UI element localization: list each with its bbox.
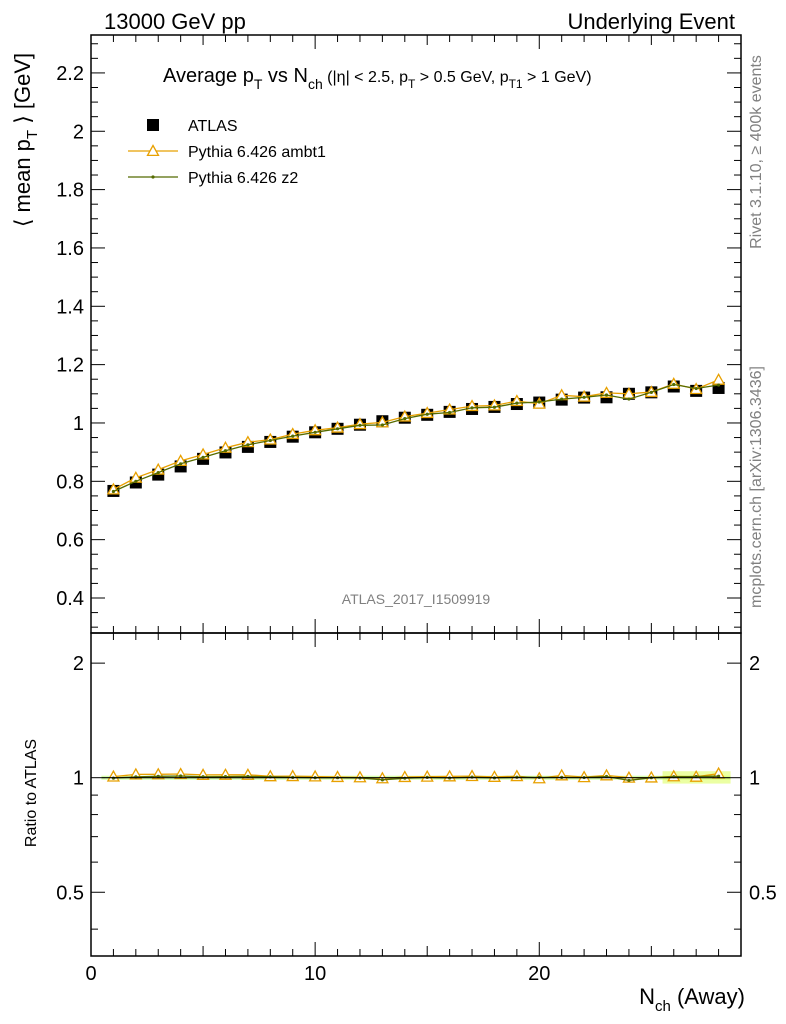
x-tick-label: 20	[528, 963, 550, 985]
legend-label: Pythia 6.426 z2	[188, 170, 298, 187]
z2-point	[470, 406, 474, 410]
z2-point	[156, 470, 160, 475]
y-axis-label-main: ⟨ mean pT ⟩ [GeV]	[10, 53, 41, 227]
z2-point	[694, 386, 698, 391]
z2-point	[672, 382, 676, 387]
ambt1-ratio-point	[599, 768, 614, 781]
plot-title: Average pT vs Nch (|η| < 2.5, pT > 0.5 G…	[163, 65, 592, 92]
z2-point	[201, 455, 205, 459]
legend: ATLAS Pythia 6.426 ambt1 Pythia 6.426 z2	[128, 118, 326, 187]
z2-ratio-point	[627, 778, 631, 783]
main-y-tick-label: 1.8	[56, 180, 84, 202]
y-axis-label-ratio: Ratio to ATLAS	[23, 739, 40, 847]
mcplots-label: mcplots.cern.ch [arXiv:1306.3436]	[748, 366, 765, 608]
z2-point	[246, 443, 250, 447]
legend-dot-marker	[151, 175, 155, 179]
x-tick-label: 0	[85, 963, 96, 985]
main-y-tick-label: 0.6	[56, 530, 84, 552]
ratio-y-tick-label-right: 1	[749, 768, 760, 790]
legend-atlas-marker	[147, 119, 159, 131]
z2-point	[403, 416, 407, 421]
ambt1-point	[711, 372, 726, 385]
ambt1-point	[106, 482, 121, 495]
main-y-tick-label: 0.4	[56, 588, 84, 610]
z2-point	[179, 462, 183, 466]
z2-point	[448, 410, 452, 415]
main-y-tick-label: 1.2	[56, 355, 84, 377]
z2-ratio-point	[179, 774, 183, 778]
header-right: Underlying Event	[567, 9, 735, 34]
legend-triangle-marker	[146, 144, 160, 157]
z2-point	[134, 479, 138, 483]
ratio-y-tick-label-right: 0.5	[749, 882, 777, 904]
ratio-y-tick-label-left: 0.5	[56, 882, 84, 904]
z2-point	[515, 401, 519, 405]
z2-ratio-point	[716, 774, 721, 778]
z2-point	[291, 434, 295, 438]
z2-point	[111, 489, 116, 494]
z2-point	[268, 438, 272, 443]
header-left: 13000 GeV pp	[104, 9, 246, 34]
z2-point	[537, 400, 541, 404]
main-y-tick-label: 0.8	[56, 471, 84, 493]
z2-point	[425, 412, 429, 416]
z2-point	[560, 397, 564, 401]
ratio-y-tick-label-right: 2	[749, 653, 760, 675]
legend-label: ATLAS	[188, 118, 238, 135]
z2-point	[358, 423, 362, 427]
analysis-watermark: ATLAS_2017_I1509919	[342, 591, 491, 607]
z2-point	[335, 427, 340, 431]
rivet-label: Rivet 3.1.10, ≥ 400k events	[748, 55, 765, 249]
z2-ratio-point	[380, 778, 384, 782]
main-y-tick-label: 2	[73, 121, 84, 143]
axis-ticks: 0.4 0.6 0.8 1 1.2 1.4 1.6 1.8 2 2.2 0 10 20 0.5 0.5 1 1 2…	[56, 35, 777, 985]
x-tick-label: 10	[304, 963, 326, 985]
z2-point	[313, 430, 317, 434]
z2-point	[627, 397, 631, 401]
ambt1-ratio-line	[113, 772, 719, 780]
z2-point	[223, 449, 228, 453]
main-y-tick-label: 1.4	[56, 296, 84, 318]
main-y-tick-label: 1.6	[56, 238, 84, 260]
main-y-tick-label: 2.2	[56, 63, 84, 85]
z2-point	[380, 423, 384, 427]
ambt1-ratio-point	[308, 769, 322, 782]
main-y-tick-label: 1	[73, 413, 84, 435]
ratio-y-tick-label-left: 1	[73, 768, 84, 790]
ratio-series	[101, 766, 731, 784]
legend-label: Pythia 6.426 ambt1	[188, 144, 326, 161]
z2-point	[716, 383, 721, 387]
z2-point	[604, 393, 609, 397]
z2-point	[649, 390, 653, 394]
ambt1-ratio-point	[510, 769, 524, 782]
ratio-y-tick-label-left: 2	[73, 653, 84, 675]
main-series	[106, 372, 726, 497]
z2-point	[492, 405, 497, 409]
z2-point	[582, 395, 586, 399]
x-axis-label: Nch (Away)	[639, 984, 745, 1015]
ambt1-line	[113, 379, 719, 491]
z2-line	[113, 383, 719, 493]
ratio-plot-frame	[90, 632, 742, 957]
